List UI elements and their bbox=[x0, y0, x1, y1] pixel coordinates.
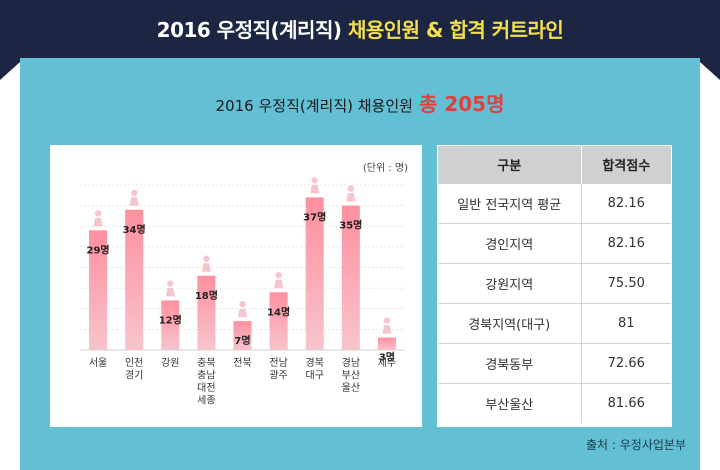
person-icon bbox=[129, 189, 139, 206]
banner-fold-right bbox=[700, 62, 720, 80]
cutline-table-container: 구분 합격점수 일반 전국지역 평균 82.16 경인지역 82.16 강원지역 75… bbox=[437, 145, 672, 427]
data-label: 3명 bbox=[379, 351, 395, 364]
person-icon bbox=[382, 317, 392, 334]
title-mid: 우정직(계리직) bbox=[210, 18, 348, 42]
data-label: 35명 bbox=[339, 219, 362, 232]
category-label: 대구 bbox=[306, 370, 324, 382]
table-row: 경북지역(대구) 81 bbox=[438, 302, 671, 343]
category-label: 세종 bbox=[197, 395, 215, 407]
bar bbox=[161, 300, 180, 350]
row-region: 경인지역 bbox=[438, 222, 582, 263]
data-label: 29명 bbox=[86, 243, 109, 256]
category-label: 제주 bbox=[378, 357, 396, 369]
title-amp: & bbox=[419, 18, 450, 42]
person-icon bbox=[346, 185, 356, 202]
row-score: 82.16 bbox=[581, 182, 671, 223]
bar bbox=[269, 292, 288, 350]
category-label: 전북 bbox=[233, 357, 251, 369]
row-score: 81 bbox=[581, 302, 671, 343]
data-label: 12명 bbox=[159, 314, 182, 327]
category-label: 서울 bbox=[89, 357, 107, 369]
row-region: 강원지역 bbox=[438, 262, 582, 303]
header-category: 구분 bbox=[438, 146, 582, 183]
title-year: 2016 bbox=[156, 18, 211, 42]
row-score: 81.66 bbox=[581, 382, 671, 423]
table-row: 강원지역 75.50 bbox=[438, 262, 671, 303]
category-label: 충북 bbox=[197, 357, 215, 369]
category-label: 울산 bbox=[342, 382, 360, 394]
category-label: 경북 bbox=[306, 356, 324, 369]
category-label: 전남 bbox=[269, 357, 287, 369]
banner-fold-left bbox=[0, 62, 20, 80]
table-header-row: 구분 합격점수 bbox=[438, 146, 671, 183]
row-score: 72.66 bbox=[581, 342, 671, 383]
category-label: 강원 bbox=[161, 357, 179, 369]
person-icon bbox=[93, 210, 103, 227]
bar bbox=[125, 209, 144, 350]
row-region: 부산울산 bbox=[438, 382, 582, 423]
header-score: 합격점수 bbox=[581, 146, 671, 183]
source-note: 출처 : 우정사업본부 bbox=[586, 438, 686, 452]
bar bbox=[341, 205, 360, 350]
bar bbox=[305, 197, 324, 350]
cutline-table: 구분 합격점수 일반 전국지역 평균 82.16 경인지역 82.16 강원지역 75… bbox=[438, 146, 671, 423]
table-row: 경북동부 72.66 bbox=[438, 342, 671, 383]
row-score: 82.16 bbox=[581, 222, 671, 263]
category-label: 부산 bbox=[342, 370, 360, 382]
category-label: 충남 bbox=[197, 370, 215, 382]
category-label: 광주 bbox=[269, 370, 287, 382]
chart-subtitle: 2016 우정직(계리직) 채용인원 총 205명 bbox=[20, 88, 700, 117]
data-label: 37명 bbox=[303, 210, 326, 223]
category-label: 경남 bbox=[342, 356, 360, 369]
data-label: 18명 bbox=[195, 289, 218, 302]
person-icon bbox=[310, 177, 320, 194]
unit-label: (단위 : 명) bbox=[362, 163, 408, 174]
row-score: 75.50 bbox=[581, 262, 671, 303]
row-region: 경북지역(대구) bbox=[438, 302, 582, 343]
row-region: 경북동부 bbox=[438, 342, 582, 383]
category-label: 경기 bbox=[125, 369, 143, 382]
bar bbox=[89, 230, 108, 350]
bar bbox=[197, 275, 216, 350]
person-icon bbox=[238, 300, 247, 318]
title-highlight-recruit: 채용인원 bbox=[347, 18, 420, 42]
bar bbox=[377, 337, 396, 350]
person-icon bbox=[201, 255, 211, 272]
title-highlight-cutline: 합격 커트라인 bbox=[449, 18, 564, 42]
header-banner bbox=[0, 0, 720, 62]
person-icon bbox=[165, 280, 175, 297]
subtitle-text: 2016 우정직(계리직) 채용인원 bbox=[215, 97, 413, 115]
table-row: 일반 전국지역 평균 82.16 bbox=[438, 182, 671, 223]
data-label: 7명 bbox=[234, 334, 250, 347]
table-row: 부산울산 81.66 bbox=[438, 382, 671, 423]
person-icon bbox=[274, 272, 284, 289]
data-label: 14명 bbox=[267, 305, 290, 318]
subtitle-total: 총 205명 bbox=[418, 92, 505, 116]
row-region: 일반 전국지역 평균 bbox=[438, 182, 582, 223]
page-title: 2016 우정직(계리직) 채용인원 & 합격 커트라인 bbox=[0, 14, 720, 43]
table-row: 경인지역 82.16 bbox=[438, 222, 671, 263]
category-label: 대전 bbox=[197, 382, 215, 394]
category-label: 인천 bbox=[125, 357, 143, 369]
bar bbox=[233, 321, 252, 350]
data-label: 34명 bbox=[123, 223, 146, 236]
